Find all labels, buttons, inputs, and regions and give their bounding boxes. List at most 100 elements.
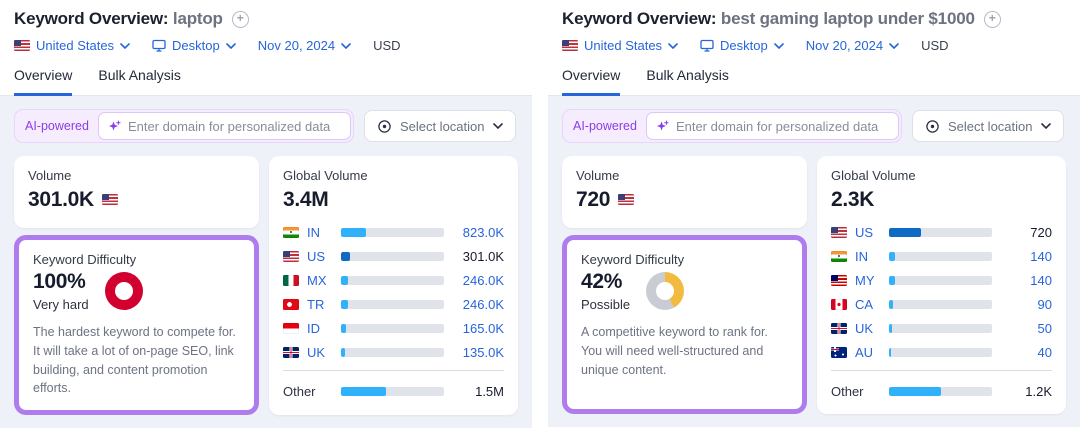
add-keyword-icon[interactable]: + — [231, 10, 249, 28]
domain-input[interactable] — [127, 118, 340, 134]
country-volume-row: IN 140 — [831, 244, 1052, 268]
volume-bar-fill — [889, 299, 894, 309]
volume-bar-fill — [341, 251, 351, 261]
volume-bar-track — [341, 299, 444, 309]
us-flag-icon — [101, 194, 118, 206]
us-flag-icon — [618, 194, 635, 206]
date-dropdown[interactable]: Nov 20, 2024 — [258, 38, 351, 53]
keyword-text: best gaming laptop under $1000 — [720, 9, 975, 28]
ai-powered-badge: AI-powered — [573, 119, 637, 133]
select-location-label: Select location — [399, 118, 485, 134]
country-volume-value: 40 — [1037, 344, 1052, 360]
country-dropdown[interactable]: United States — [562, 38, 678, 53]
global-volume-card: Global Volume 3.4M IN 823.0K — [269, 156, 518, 415]
date-dropdown[interactable]: Nov 20, 2024 — [806, 38, 899, 53]
volume-bar-fill — [889, 386, 941, 396]
chevron-down-icon — [341, 42, 351, 49]
keyword-difficulty-card: Keyword Difficulty 100% Very hard The ha… — [19, 240, 254, 410]
country-volume-row: US 720 — [831, 220, 1052, 244]
country-volume-row: UK 50 — [831, 316, 1052, 340]
country-code: ID — [307, 320, 320, 336]
currency-label: USD — [921, 38, 949, 53]
tab-bar: Overview Bulk Analysis — [548, 67, 1080, 96]
device-dropdown-label: Desktop — [720, 38, 768, 53]
chevron-down-icon — [225, 42, 236, 49]
country-flag-icon — [283, 274, 299, 286]
country-flag-icon — [831, 322, 847, 334]
location-pin-icon — [926, 119, 939, 133]
volume-bar-fill — [889, 251, 896, 261]
volume-bar-fill — [889, 347, 892, 357]
device-dropdown-label: Desktop — [172, 38, 220, 53]
volume-bar-track — [889, 275, 992, 285]
difficulty-donut-chart — [104, 272, 143, 310]
country-dropdown-label: United States — [36, 38, 115, 53]
page-title-label: Keyword Overview: — [562, 9, 717, 28]
domain-input[interactable] — [675, 118, 888, 134]
country-code: MX — [307, 272, 327, 288]
country-flag-icon — [283, 226, 299, 238]
volume-bar-track — [889, 347, 992, 357]
other-volume-value: 1.2K — [1025, 383, 1052, 399]
country-code: UK — [855, 320, 874, 336]
sparkle-icon — [656, 120, 669, 133]
other-volume-row: Other 1.5M — [283, 370, 504, 404]
country-dropdown[interactable]: United States — [14, 38, 130, 53]
country-flag-icon — [283, 250, 299, 262]
volume-bar-track — [889, 323, 992, 333]
global-volume-total: 2.3K — [831, 188, 875, 211]
difficulty-description: A competitive keyword to rank for. You w… — [581, 325, 768, 377]
country-flag-icon — [283, 322, 299, 334]
keyword-difficulty-label: Keyword Difficulty — [33, 252, 137, 267]
country-volume-value: 50 — [1037, 320, 1052, 336]
page-title: Keyword Overview: best gaming laptop und… — [562, 9, 975, 29]
volume-bar-fill — [341, 275, 349, 285]
select-location-label: Select location — [947, 118, 1033, 134]
panel-header: Keyword Overview: best gaming laptop und… — [548, 0, 1080, 96]
volume-bar-track — [341, 323, 444, 333]
domain-input-wrapper[interactable] — [645, 112, 899, 140]
select-location-dropdown[interactable]: Select location — [363, 110, 516, 142]
country-volume-value: 140 — [1030, 272, 1052, 288]
add-keyword-icon[interactable]: + — [983, 10, 1001, 28]
country-code: MY — [855, 272, 875, 288]
country-volume-value: 90 — [1037, 296, 1052, 312]
tab-bar: Overview Bulk Analysis — [0, 67, 532, 96]
country-volume-row: ID 165.0K — [283, 316, 504, 340]
country-volume-value: 165.0K — [462, 320, 504, 336]
country-code: CA — [855, 296, 874, 312]
country-volume-row: MY 140 — [831, 268, 1052, 292]
panel-body: AI-powered Select location Volume — [548, 96, 1080, 428]
volume-bar-fill — [889, 227, 921, 237]
keyword-difficulty-highlight-border: Keyword Difficulty 42% Possible A compet… — [562, 235, 807, 415]
tab-bulk-analysis[interactable]: Bulk Analysis — [98, 67, 181, 83]
ai-powered-badge: AI-powered — [25, 119, 89, 133]
tab-overview[interactable]: Overview — [562, 67, 621, 96]
volume-bar-track — [889, 299, 992, 309]
country-code: UK — [307, 344, 326, 360]
country-flag-icon — [831, 298, 847, 310]
volume-value: 720 — [576, 188, 793, 211]
volume-bar-fill — [341, 299, 349, 309]
volume-bar-track — [341, 347, 444, 357]
other-label: Other — [831, 383, 864, 399]
difficulty-level: Very hard — [33, 297, 89, 312]
device-dropdown[interactable]: Desktop — [700, 38, 784, 53]
keyword-overview-panel-left: Keyword Overview: laptop + United States… — [0, 0, 532, 428]
volume-value: 301.0K — [28, 188, 245, 211]
select-location-dropdown[interactable]: Select location — [911, 110, 1064, 142]
country-volume-row: UK 135.0K — [283, 340, 504, 364]
volume-bar-track — [341, 227, 444, 237]
domain-input-wrapper[interactable] — [97, 112, 351, 140]
country-volume-row: AU 40 — [831, 340, 1052, 364]
tab-bulk-analysis[interactable]: Bulk Analysis — [646, 67, 729, 83]
tab-overview[interactable]: Overview — [14, 67, 73, 96]
country-dropdown-label: United States — [584, 38, 663, 53]
global-volume-card: Global Volume 2.3K US 720 — [817, 156, 1066, 415]
date-dropdown-label: Nov 20, 2024 — [257, 38, 336, 53]
country-flag-icon — [831, 346, 847, 358]
device-dropdown[interactable]: Desktop — [152, 38, 236, 53]
desktop-icon — [152, 39, 166, 52]
country-volume-value: 720 — [1030, 224, 1052, 240]
country-volume-value: 246.0K — [462, 272, 504, 288]
